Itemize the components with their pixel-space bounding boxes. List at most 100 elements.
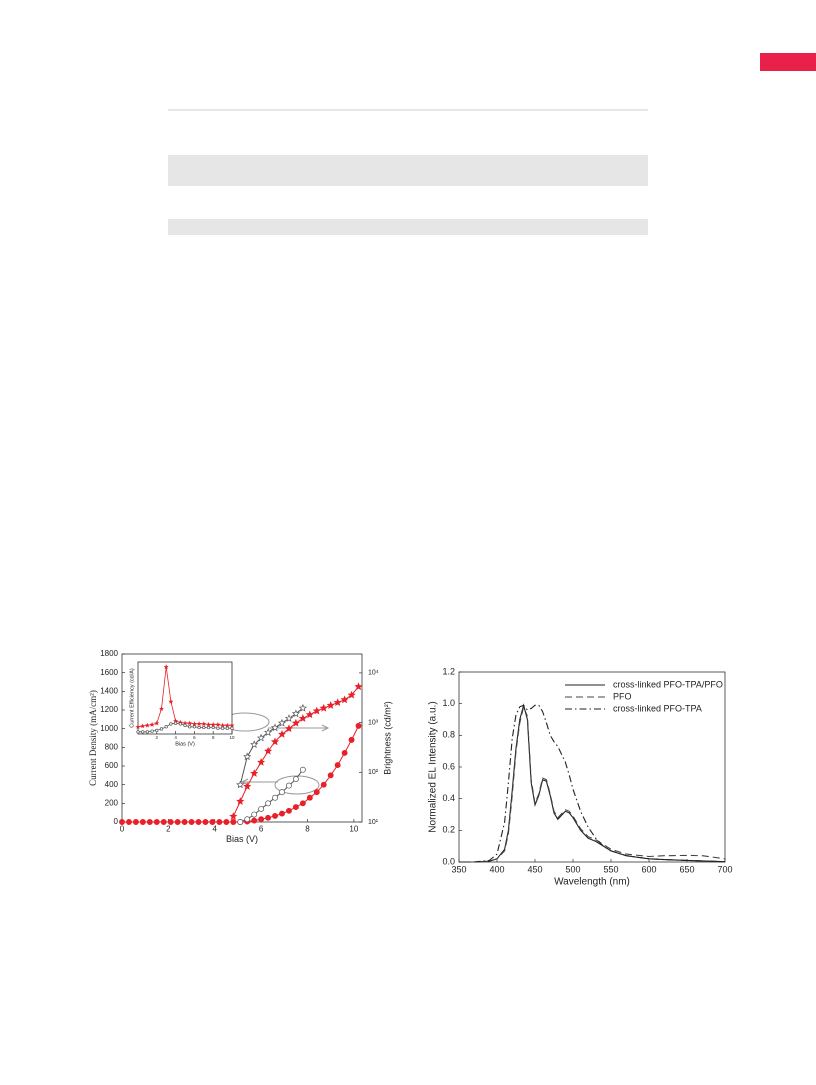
series-line: [240, 769, 304, 823]
circle-marker: [299, 766, 306, 773]
series-line: [122, 725, 359, 823]
circle-marker: [132, 819, 139, 825]
series-line: [459, 703, 726, 863]
circle-marker: [167, 819, 174, 825]
circle-marker: [145, 730, 150, 734]
legend-label: PFO: [613, 691, 632, 701]
legend-label: cross-linked PFO-TPA/PFO: [613, 679, 723, 689]
circle-marker: [146, 819, 153, 825]
star-marker: [250, 740, 259, 749]
y-tick-label: 1400: [100, 686, 118, 695]
star-marker: [144, 722, 150, 728]
y-tick-label: 800: [105, 742, 119, 751]
circle-marker: [164, 725, 168, 729]
star-marker: [243, 752, 252, 761]
circle-marker: [211, 725, 215, 730]
star-marker: [149, 721, 155, 727]
circle-marker: [202, 819, 209, 825]
circle-marker: [225, 726, 229, 730]
chart: 2 4 6 8 10 Bias (V) Current Efficiency (cd/A): [129, 661, 235, 747]
circle-marker: [173, 721, 178, 725]
star-marker: [154, 720, 160, 726]
circle-marker: [320, 781, 327, 788]
star-marker: [291, 718, 300, 727]
circle-marker: [286, 807, 292, 814]
circle-marker: [216, 819, 223, 825]
star-marker: [257, 757, 266, 766]
y-tick-label: 600: [105, 761, 119, 770]
star-marker: [135, 724, 141, 729]
circle-marker: [223, 819, 230, 825]
y2-tick-label: 10¹: [368, 819, 379, 826]
series-line: [459, 704, 726, 863]
callout-ellipse: [274, 775, 320, 795]
star-marker: [298, 714, 307, 722]
x-tick-label: 550: [603, 864, 618, 874]
circle-marker: [206, 725, 211, 730]
table-row-band: [168, 219, 648, 235]
star-marker: [264, 728, 273, 736]
star-marker: [229, 722, 235, 728]
star-marker: [201, 721, 207, 727]
y-tick-label: 0.0: [442, 856, 455, 866]
star-marker: [354, 682, 363, 691]
x-tick-label: 10: [349, 824, 358, 833]
y-tick-label: 0.4: [442, 793, 455, 803]
star-marker: [243, 782, 252, 790]
circle-marker: [237, 819, 244, 825]
star-marker: [196, 721, 202, 727]
circle-marker: [244, 816, 251, 823]
x-tick-label: 700: [717, 864, 732, 874]
y-axis-title: Current Density (mA/cm²): [88, 690, 98, 786]
star-marker: [250, 769, 259, 777]
x-tick-label: 350: [451, 864, 466, 874]
star-marker: [312, 706, 321, 715]
y2-axis-title: Brightness (cd/m²): [382, 701, 392, 775]
star-marker: [236, 797, 245, 805]
table-row-band: [168, 155, 648, 186]
star-marker: [140, 723, 146, 729]
circle-marker: [355, 722, 362, 729]
star-marker: [257, 733, 266, 742]
circle-marker: [230, 726, 234, 730]
circle-marker: [139, 819, 146, 825]
x-tick-label: 6: [259, 824, 264, 833]
star-marker: [163, 664, 169, 670]
circle-marker: [181, 819, 188, 825]
x-tick-label: 8: [305, 824, 310, 833]
star-marker: [291, 709, 300, 718]
circle-marker: [258, 805, 265, 812]
chart: 350 400 450 500 550 600 650 700 0.0 0.2 0.4 0.6 0.8 1…: [428, 666, 733, 887]
circle-marker: [230, 819, 237, 825]
circle-marker: [220, 726, 225, 730]
arrow-head: [321, 724, 330, 732]
x-tick-label: 2: [166, 824, 171, 833]
y-tick-label: 0.8: [442, 730, 455, 740]
circle-marker: [279, 789, 285, 796]
circle-marker: [292, 776, 299, 783]
circle-marker: [299, 800, 306, 807]
x-tick-label: 4: [174, 735, 177, 740]
star-marker: [229, 812, 238, 820]
star-marker: [168, 698, 174, 704]
y-tick-label: 1800: [100, 649, 118, 658]
circle-marker: [209, 819, 216, 825]
circle-marker: [313, 789, 320, 796]
circle-marker: [169, 722, 173, 726]
circle-marker: [348, 736, 355, 743]
circle-marker: [178, 722, 182, 726]
circle-marker: [265, 800, 272, 807]
circle-marker: [195, 819, 202, 825]
x-tick-label: 650: [679, 864, 694, 874]
arrow-head: [240, 778, 249, 786]
star-marker: [277, 729, 287, 738]
circle-marker: [279, 810, 285, 817]
star-marker: [284, 724, 294, 733]
circle-marker: [188, 819, 195, 825]
circle-marker: [272, 812, 278, 819]
circle-marker: [160, 819, 167, 825]
star-marker: [284, 714, 294, 722]
series-line: [232, 686, 359, 817]
